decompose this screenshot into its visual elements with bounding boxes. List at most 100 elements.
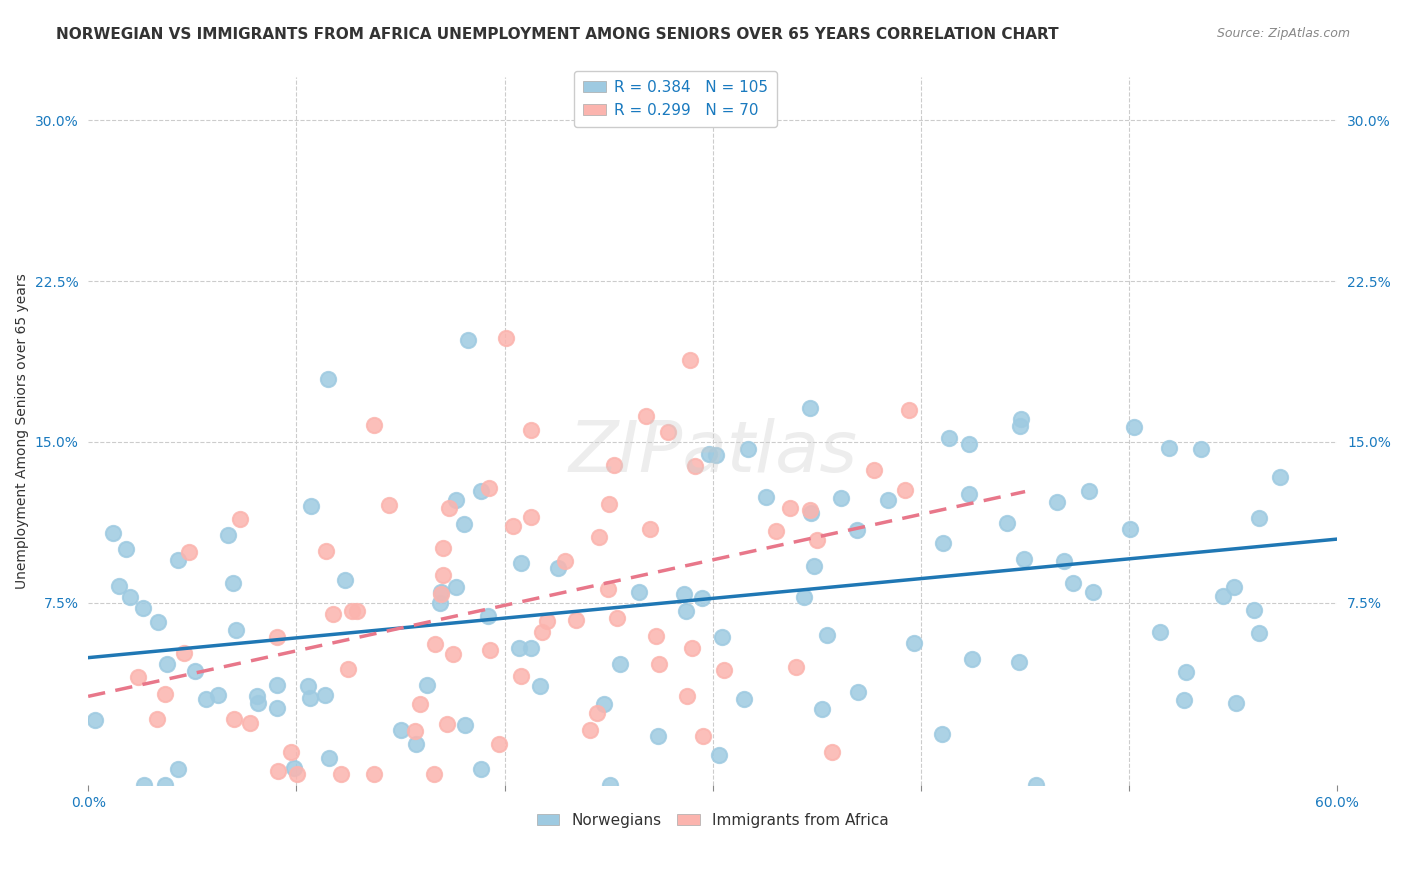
- Point: [508, 641, 530, 656]
- Point: [737, 442, 759, 456]
- Point: [697, 447, 720, 461]
- Point: [239, 716, 262, 731]
- Point: [894, 483, 917, 497]
- Point: [378, 498, 401, 512]
- Point: [502, 519, 524, 533]
- Point: [676, 690, 699, 704]
- Point: [422, 767, 444, 781]
- Point: [593, 697, 616, 711]
- Point: [315, 543, 337, 558]
- Point: [436, 717, 458, 731]
- Y-axis label: Unemployment Among Seniors over 65 years: Unemployment Among Seniors over 65 years: [15, 273, 30, 589]
- Point: [765, 524, 787, 538]
- Point: [821, 745, 844, 759]
- Point: [1077, 484, 1099, 499]
- Point: [167, 553, 190, 567]
- Point: [148, 615, 170, 629]
- Point: [267, 764, 290, 778]
- Point: [314, 689, 336, 703]
- Point: [146, 712, 169, 726]
- Point: [333, 573, 356, 587]
- Point: [586, 706, 609, 720]
- Point: [1025, 778, 1047, 792]
- Point: [166, 762, 188, 776]
- Point: [1123, 420, 1146, 434]
- Point: [404, 724, 426, 739]
- Point: [520, 423, 543, 437]
- Point: [599, 778, 621, 792]
- Point: [247, 696, 270, 710]
- Point: [627, 585, 650, 599]
- Point: [709, 747, 731, 762]
- Point: [644, 628, 666, 642]
- Point: [938, 431, 960, 445]
- Point: [681, 641, 703, 656]
- Legend: Norwegians, Immigrants from Africa: Norwegians, Immigrants from Africa: [530, 807, 896, 834]
- Point: [710, 630, 733, 644]
- Point: [299, 499, 322, 513]
- Point: [704, 448, 727, 462]
- Point: [779, 501, 801, 516]
- Point: [1008, 419, 1031, 434]
- Text: ZIPatlas: ZIPatlas: [568, 418, 858, 487]
- Point: [453, 516, 475, 531]
- Text: Source: ZipAtlas.com: Source: ZipAtlas.com: [1216, 27, 1350, 40]
- Point: [565, 613, 588, 627]
- Point: [478, 481, 501, 495]
- Point: [1012, 551, 1035, 566]
- Point: [429, 596, 451, 610]
- Point: [793, 590, 815, 604]
- Point: [596, 582, 619, 597]
- Point: [785, 660, 807, 674]
- Point: [1149, 624, 1171, 639]
- Point: [520, 510, 543, 524]
- Point: [246, 689, 269, 703]
- Point: [755, 490, 778, 504]
- Point: [297, 679, 319, 693]
- Point: [800, 506, 823, 520]
- Point: [495, 331, 517, 345]
- Point: [363, 418, 385, 433]
- Point: [932, 536, 955, 550]
- Point: [692, 729, 714, 743]
- Point: [453, 718, 475, 732]
- Point: [224, 712, 246, 726]
- Point: [283, 760, 305, 774]
- Point: [675, 604, 697, 618]
- Point: [127, 670, 149, 684]
- Point: [1225, 696, 1247, 710]
- Point: [1268, 470, 1291, 484]
- Point: [647, 730, 669, 744]
- Point: [153, 778, 176, 792]
- Point: [363, 767, 385, 781]
- Point: [285, 767, 308, 781]
- Point: [221, 576, 243, 591]
- Point: [605, 610, 627, 624]
- Point: [432, 541, 454, 556]
- Point: [1189, 442, 1212, 457]
- Point: [877, 493, 900, 508]
- Point: [903, 636, 925, 650]
- Point: [470, 484, 492, 499]
- Point: [101, 526, 124, 541]
- Point: [803, 558, 825, 573]
- Point: [609, 657, 631, 672]
- Point: [579, 723, 602, 737]
- Point: [509, 669, 531, 683]
- Point: [713, 663, 735, 677]
- Point: [685, 459, 707, 474]
- Point: [1053, 554, 1076, 568]
- Point: [225, 623, 247, 637]
- Point: [83, 713, 105, 727]
- Point: [322, 607, 344, 621]
- Point: [931, 727, 953, 741]
- Point: [330, 767, 353, 781]
- Point: [510, 557, 533, 571]
- Point: [1223, 581, 1246, 595]
- Point: [830, 491, 852, 505]
- Point: [957, 437, 980, 451]
- Point: [298, 690, 321, 705]
- Point: [217, 528, 239, 542]
- Point: [1062, 576, 1084, 591]
- Point: [342, 604, 364, 618]
